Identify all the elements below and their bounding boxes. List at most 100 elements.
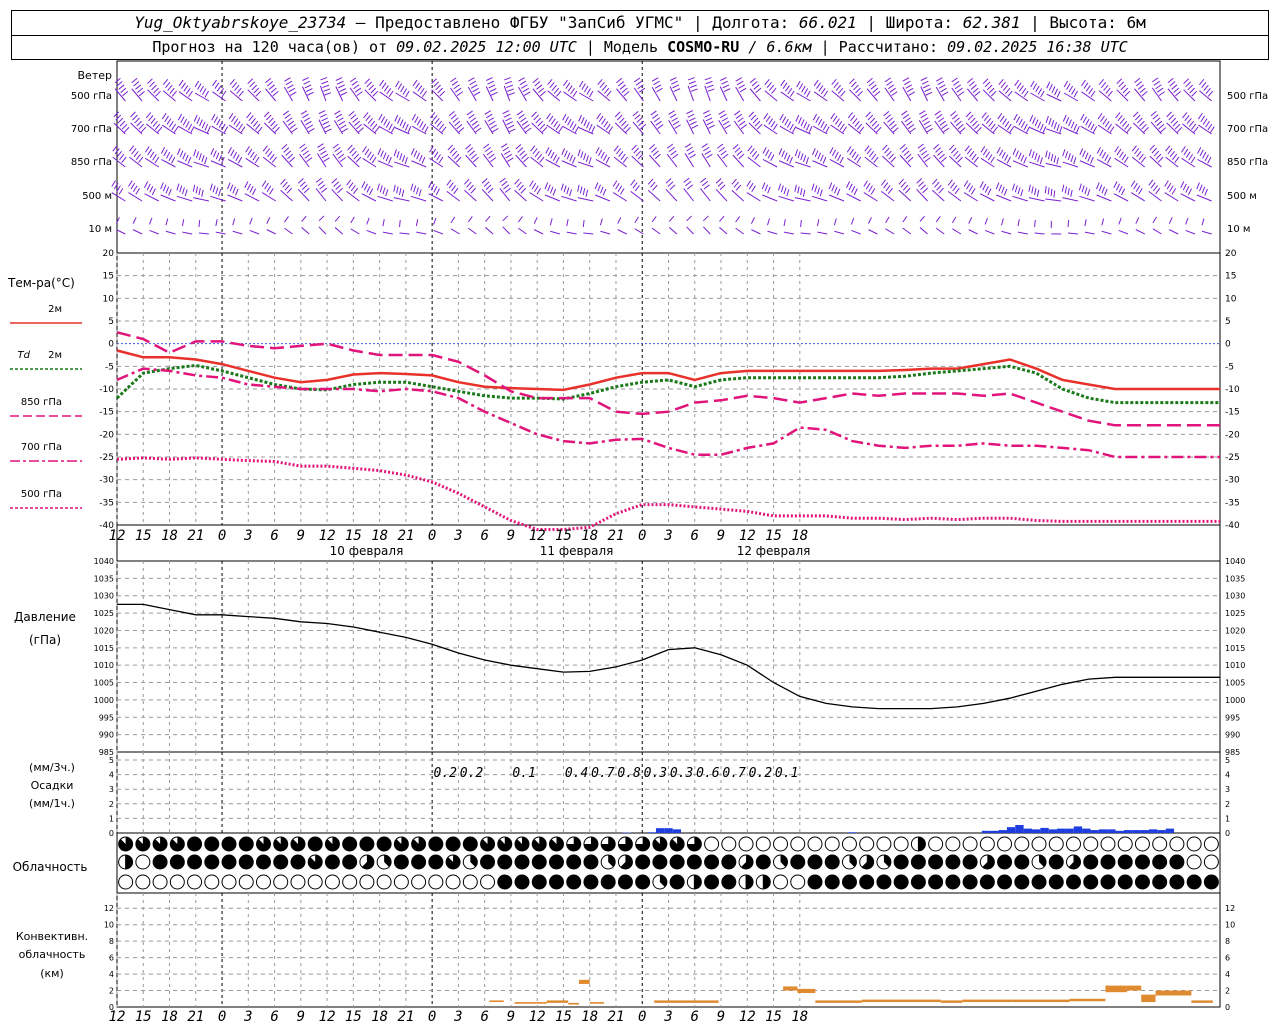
wind-barb-staff [547,90,561,102]
wind-barb-feather [812,113,818,121]
wind-barb-feather [348,110,355,117]
convective-unit: (км) [40,967,64,980]
cloud-symbol [635,874,651,890]
wind-barb-feather [317,181,324,187]
wind-barb-feather [796,80,801,88]
wind-barb-feather [401,189,405,197]
pressure-unit: (гПа) [29,633,61,647]
wind-barb-feather [232,186,236,194]
precip-bar [990,830,999,833]
cloud-symbol-fill [618,837,633,852]
wind-barb-feather [1063,80,1069,88]
cloud-symbol-fill [1118,855,1133,869]
cloud-symbol [1169,836,1185,852]
wind-barb-feather [811,183,815,191]
cloud-symbol [686,874,702,890]
wind-barb-feather [1185,151,1191,158]
wind-barb-feather [1039,157,1043,165]
cloud-symbol [824,836,840,852]
wind-barb-staff [346,190,360,202]
cloud-symbol-fill [118,837,133,851]
cloud-symbol-fill [618,875,633,889]
hour-tick-label: 6 [691,528,699,544]
cloud-symbol-fill [704,875,719,889]
wind-barb-feather [787,87,793,95]
cloud-symbol-ring [445,874,461,890]
wind-barb-feather [1166,182,1172,190]
cloud-symbol [1066,854,1082,870]
cloud-symbol-fill [945,855,960,869]
cloud-symbol-ring [342,874,358,890]
wind-barb-staff [1148,190,1162,202]
wind-barb-staff [334,227,343,235]
wind-barb-feather [1028,149,1032,157]
wind-barb-feather [966,148,973,155]
wind-barb-feather [654,84,662,89]
wind-barb-feather [304,153,311,159]
wind-barb-feather [625,126,631,133]
wind-barb-staff [1029,161,1045,168]
wind-barb-feather [1122,87,1129,94]
precip-3h-sum: 0.1 [512,766,535,781]
wind-barb-staff [246,123,260,135]
wind-barb-feather [334,110,341,115]
wind-barb-feather [235,121,241,128]
wind-barb-feather [1037,155,1041,163]
wind-barb-feather [165,186,170,194]
wind-barb-feather [1096,147,1101,154]
precip-bar [672,829,682,833]
wind-barb-feather [952,114,958,120]
cloud-symbol [790,854,806,870]
wind-barb-feather [1062,149,1066,157]
wind-barb-staff [316,153,327,168]
wind-barb-feather [382,152,387,160]
wind-barb-feather [147,78,153,85]
wind-barb-feather [943,127,950,133]
wind-barb-feather [1153,150,1160,157]
wind-barb-feather [1105,87,1111,94]
pressure-tick-label: 985 [1225,748,1240,757]
wind-barb-feather [201,155,205,163]
wind-barb-staff [932,189,945,202]
wind-barb-feather [1064,186,1068,194]
wind-barb-feather [768,84,775,91]
cloud-symbol [1014,854,1030,870]
wind-barb-feather [1032,117,1036,124]
cloud-symbol-fill [635,855,650,869]
wind-barb-feather [814,185,818,193]
wind-barb-feather [114,148,120,155]
wind-barb-feather [718,146,725,153]
cloud-symbol [514,874,530,890]
wind-barb-feather [652,184,658,191]
wind-barb-feather [213,150,217,158]
cloud-symbol-ring [1186,854,1202,870]
wind-barb-feather [1006,156,1011,164]
legend-label: 700 гПа [21,442,62,453]
wind-barb-feather [410,183,414,191]
temp-tick-label: 15 [103,272,114,282]
wind-barb-staff [499,188,511,202]
wind-barb-staff [450,87,461,102]
wind-barb-staff [1079,195,1095,202]
cloud-symbol-ring [841,836,857,852]
wind-barb-feather [789,90,795,98]
wind-barb-feather [450,216,456,224]
wind-barb-staff [669,86,678,102]
temp-tick-label: -25 [1225,453,1240,463]
wind-barb-feather [974,91,981,97]
wind-barb-feather [735,113,742,119]
wind-barb-feather [434,117,440,125]
pressure-tick-label: 995 [1225,713,1240,722]
wind-barb-feather [1155,187,1161,195]
wind-barb-feather [866,77,873,84]
wind-barb-feather [1166,111,1172,118]
wind-barb-feather [992,126,998,133]
wind-barb-feather [135,153,141,161]
wind-barb-feather [814,150,819,158]
cloud-symbol-fill [1135,875,1150,889]
wind-barb-staff [1150,121,1162,135]
temp-tick-label: 0 [108,340,114,350]
cloud-symbol-fill [807,855,822,869]
wind-barb-feather [544,182,549,190]
wind-barb-feather [367,151,372,158]
